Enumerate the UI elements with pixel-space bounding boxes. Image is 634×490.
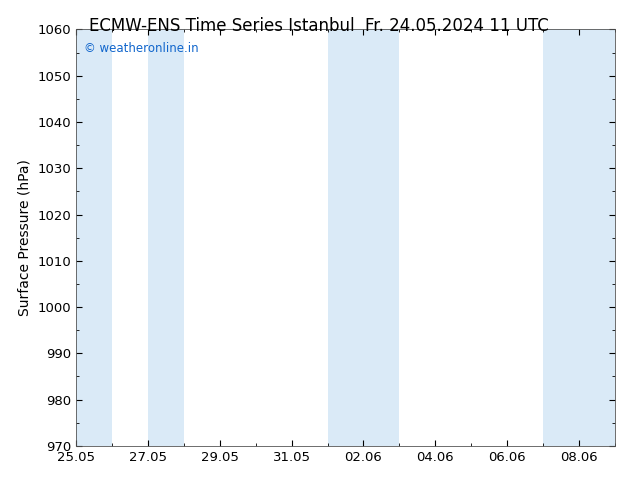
Bar [328, 29, 363, 446]
Bar [543, 29, 579, 446]
Text: Fr. 24.05.2024 11 UTC: Fr. 24.05.2024 11 UTC [365, 17, 548, 35]
Bar [579, 29, 615, 446]
Bar [76, 29, 112, 446]
Text: © weatheronline.in: © weatheronline.in [84, 42, 199, 55]
Text: ECMW-ENS Time Series Istanbul: ECMW-ENS Time Series Istanbul [89, 17, 354, 35]
Y-axis label: Surface Pressure (hPa): Surface Pressure (hPa) [18, 159, 32, 316]
Bar [363, 29, 399, 446]
Bar [148, 29, 184, 446]
